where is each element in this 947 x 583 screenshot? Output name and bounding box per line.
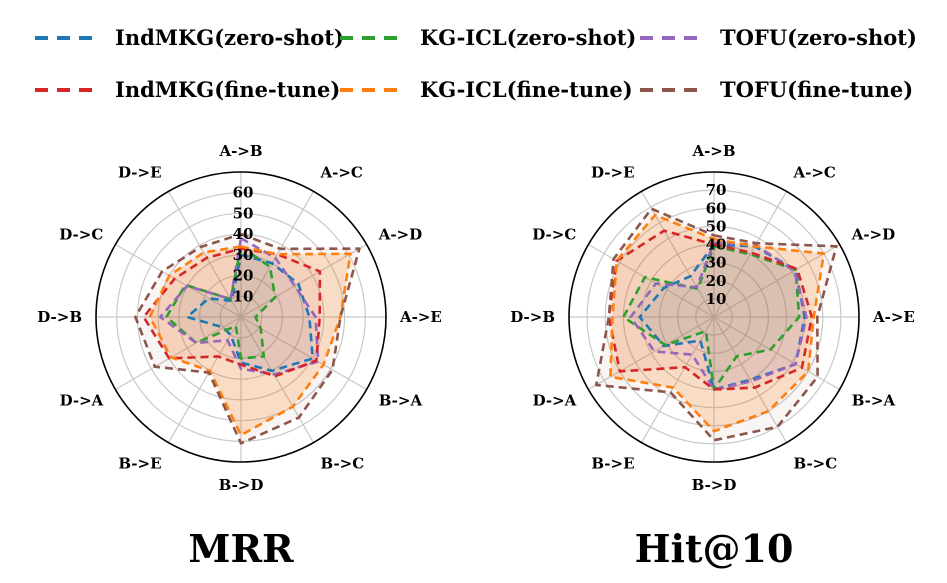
series-line-indmkg-zero-shot	[638, 243, 806, 391]
series-area-kg-icl-zero-shot	[166, 246, 276, 359]
series-line-indmkg-zero-shot	[185, 253, 315, 373]
legend-label: KG-ICL(zero-shot)	[420, 25, 636, 50]
series-area-tofu-fine-tune	[596, 208, 837, 441]
radial-tick-label: 30	[706, 254, 727, 272]
series-area-tofu-zero-shot	[160, 238, 319, 375]
series-line-tofu-zero-shot	[158, 236, 320, 376]
grid-spoke	[713, 316, 788, 443]
axis-label-d-to-c: D->C	[59, 226, 103, 244]
legend-label: TOFU(zero-shot)	[720, 25, 917, 50]
grid-spoke	[167, 191, 242, 318]
grid-spoke	[167, 316, 242, 443]
radial-tick-label: 30	[233, 246, 254, 264]
grid-spoke	[588, 316, 715, 391]
chart-legend: IndMKG(zero-shot) KG-ICL(zero-shot) TOFU(z…	[35, 25, 917, 102]
axis-label-b-to-a: B->A	[379, 392, 423, 410]
radial-tick-label: 20	[706, 272, 727, 290]
series-line-kg-icl-fine-tune	[148, 245, 352, 437]
chart-title-hit-at-10: Hit@10	[635, 526, 794, 571]
axis-label-d-to-e: D->E	[591, 163, 635, 181]
grid-spoke	[588, 243, 715, 318]
axis-label-a-to-b: A->B	[691, 142, 735, 160]
axis-label-b-to-a: B->A	[852, 392, 896, 410]
axis-label-a-to-e: A->E	[872, 308, 915, 326]
radial-tick-label: 20	[233, 267, 254, 285]
radial-tick-label: 50	[233, 204, 254, 222]
legend-label: TOFU(fine-tune)	[720, 77, 913, 102]
legend-item-indmkg-fine-tune: IndMKG(fine-tune)	[35, 77, 340, 102]
axis-label-b-to-e: B->E	[591, 455, 634, 473]
series-line-kg-icl-zero-shot	[165, 245, 277, 360]
grid-spoke	[713, 191, 788, 318]
axis-label-b-to-c: B->C	[321, 455, 365, 473]
legend-label: KG-ICL(fine-tune)	[420, 77, 633, 102]
axis-label-b-to-d: B->D	[219, 476, 264, 494]
radial-tick-label: 40	[233, 225, 254, 243]
axis-label-d-to-c: D->C	[532, 226, 576, 244]
axis-label-d-to-e: D->E	[118, 163, 162, 181]
radial-tick-label: 10	[233, 287, 254, 305]
chart-title-mrr: MRR	[188, 526, 294, 571]
legend-label: IndMKG(fine-tune)	[115, 77, 340, 102]
axis-label-b-to-d: B->D	[692, 476, 737, 494]
outer-boundary	[95, 171, 387, 463]
radial-tick-label: 60	[706, 199, 727, 217]
grid-spoke	[640, 316, 715, 443]
series-line-tofu-zero-shot	[629, 241, 808, 391]
grid-spoke	[713, 243, 840, 318]
legend-item-tofu-fine-tune: TOFU(fine-tune)	[640, 77, 913, 102]
axis-label-a-to-c: A->C	[320, 163, 363, 181]
series-area-tofu-fine-tune	[135, 234, 360, 444]
grid-spoke	[240, 316, 315, 443]
axis-label-d-to-a: D->A	[533, 392, 577, 410]
outer-boundary	[568, 171, 860, 463]
axis-label-b-to-c: B->C	[794, 455, 838, 473]
radial-tick-label: 60	[233, 184, 254, 202]
series-line-tofu-fine-tune	[134, 232, 361, 445]
radar-chart-mrr: 10 20 30 40 50 60 A->B A->C A->D A->E B->A B->C B->D…	[37, 142, 442, 571]
axis-label-d-to-a: D->A	[60, 392, 104, 410]
axis-label-a-to-d: A->D	[378, 226, 422, 244]
axis-label-d-to-b: D->B	[510, 308, 555, 326]
legend-item-indmkg-zero-shot: IndMKG(zero-shot)	[35, 25, 344, 50]
grid-spoke	[240, 191, 315, 318]
grid-spoke	[713, 316, 840, 391]
radial-tick-label: 40	[706, 236, 727, 254]
grid-spoke	[240, 243, 367, 318]
series-area-indmkg-zero-shot	[639, 244, 805, 390]
radial-tick-label: 50	[706, 217, 727, 235]
legend-label: IndMKG(zero-shot)	[115, 25, 344, 50]
axis-label-a-to-b: A->B	[218, 142, 262, 160]
series-line-indmkg-fine-tune	[142, 247, 322, 378]
axis-label-b-to-e: B->E	[118, 455, 161, 473]
radial-tick-label: 70	[706, 181, 727, 199]
series-area-indmkg-fine-tune	[608, 230, 812, 390]
grid-spoke	[115, 316, 242, 391]
axis-label-a-to-d: A->D	[851, 226, 895, 244]
series-line-tofu-fine-tune	[594, 207, 838, 442]
legend-item-tofu-zero-shot: TOFU(zero-shot)	[640, 25, 917, 50]
series-line-indmkg-fine-tune	[607, 229, 814, 391]
series-fill-kg-icl-fine-tune	[610, 214, 824, 432]
series-area-indmkg-fine-tune	[143, 248, 320, 377]
series-line-kg-icl-fine-tune	[609, 213, 826, 433]
grid-spoke	[640, 191, 715, 318]
axis-label-a-to-c: A->C	[793, 163, 836, 181]
radial-tick-label: 10	[706, 290, 727, 308]
axis-label-a-to-e: A->E	[399, 308, 442, 326]
legend-item-kg-icl-fine-tune: KG-ICL(fine-tune)	[340, 77, 633, 102]
series-area-indmkg-zero-shot	[187, 254, 313, 371]
axis-label-d-to-b: D->B	[37, 308, 82, 326]
legend-item-kg-icl-zero-shot: KG-ICL(zero-shot)	[340, 25, 636, 50]
grid-spoke	[115, 243, 242, 318]
